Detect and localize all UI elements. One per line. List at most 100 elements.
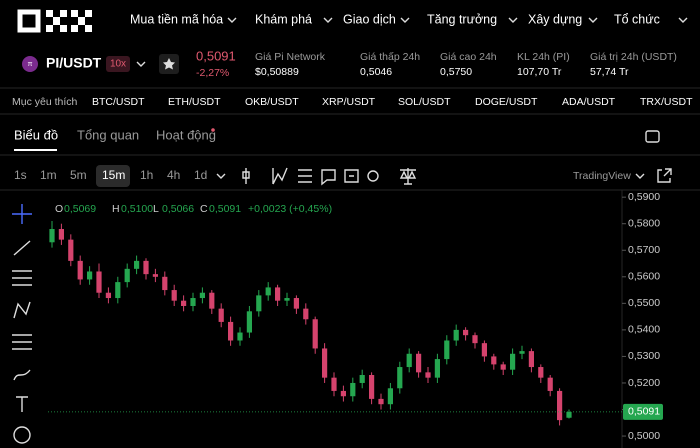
stat-value: $0,50889 (255, 66, 299, 78)
replay-button[interactable] (344, 169, 359, 183)
y-tick-label: 0,5500 (628, 297, 660, 309)
candle-body (275, 287, 281, 301)
candle-body (472, 335, 478, 344)
y-tick-label: 0,5400 (628, 324, 660, 336)
stat-value: 0,5046 (360, 66, 392, 78)
candle-body (322, 348, 328, 378)
candle-body (481, 343, 487, 357)
indicator-button[interactable] (272, 167, 288, 185)
fullscreen-button[interactable] (657, 168, 672, 183)
candle-body (77, 260, 83, 280)
stat-label: Giá trị 24h (USDT) (590, 51, 677, 63)
leverage-badge (106, 56, 130, 72)
candle-body (199, 292, 205, 299)
emoji-tool[interactable] (13, 426, 31, 444)
interval-dropdown[interactable] (216, 173, 226, 179)
candle-body (463, 329, 469, 336)
candle-body (218, 308, 224, 322)
candle-type-button[interactable] (242, 168, 250, 184)
template-button[interactable] (298, 169, 312, 183)
pair-dropdown[interactable] (136, 61, 146, 67)
favorite-pair[interactable]: ADA/USDT (562, 96, 616, 108)
candle-body (416, 353, 422, 373)
candle-body (152, 274, 158, 277)
candle-body (378, 398, 384, 405)
stat-value: 0,5750 (440, 66, 472, 78)
tab[interactable]: Tổng quan (77, 127, 139, 142)
nav-item[interactable]: Xây dựng (528, 12, 582, 26)
candle-body (246, 311, 252, 333)
crosshair-tool[interactable] (12, 204, 32, 224)
projection-tool[interactable] (12, 334, 32, 350)
nav-item[interactable]: Tổ chức (614, 12, 660, 26)
nav-item[interactable]: Mua tiền mã hóa (130, 12, 223, 26)
candle-body (387, 388, 393, 405)
candle-body (350, 382, 356, 397)
star-icon (163, 58, 175, 70)
candle-body (284, 298, 290, 301)
stat-label: Giá thấp 24h (360, 51, 420, 63)
candle-body (190, 298, 196, 306)
nav-item[interactable]: Tăng trưởng (427, 12, 497, 26)
logo[interactable] (17, 9, 92, 33)
stat-value: 57,74 Tr (590, 66, 629, 78)
layout-button[interactable] (645, 130, 660, 143)
candle-body (510, 353, 516, 370)
stat-value: 107,70 Tr (517, 66, 562, 78)
interval[interactable]: 4h (167, 168, 180, 182)
favorite-pair[interactable]: OKB/USDT (245, 96, 299, 108)
ohlc-legend: H (112, 203, 120, 215)
y-tick-label: 0,5300 (628, 350, 660, 362)
candle-body (105, 292, 111, 299)
alert-button[interactable] (321, 169, 336, 186)
fib-tool[interactable] (12, 270, 32, 286)
ohlc-legend: 0,5100 (121, 203, 153, 215)
settings-button[interactable] (367, 170, 379, 182)
y-tick-label: 0,5000 (628, 430, 660, 442)
candle-body (369, 375, 375, 399)
nav-chevron (323, 17, 333, 23)
nav-item[interactable]: Khám phá (255, 12, 312, 26)
provider-dropdown[interactable] (635, 173, 645, 179)
ohlc-legend: 0,5066 (162, 203, 194, 215)
y-tick-label: 0,5600 (628, 271, 660, 283)
interval[interactable]: 1m (40, 168, 57, 182)
price-change: -2,27% (196, 67, 229, 79)
active-interval-bg (96, 165, 130, 187)
coin-icon (22, 56, 38, 72)
last-price-label: 0,5091 (628, 406, 660, 418)
chart-provider[interactable]: TradingView (573, 170, 631, 182)
candle-body (265, 287, 271, 296)
interval[interactable]: 1h (140, 168, 153, 182)
interval[interactable]: 5m (70, 168, 87, 182)
ohlc-legend: C (200, 203, 208, 215)
pattern-tool[interactable] (13, 301, 31, 319)
candle-body (134, 260, 140, 269)
candle-body (331, 377, 337, 391)
favorite-pair[interactable]: TRX/USDT (640, 96, 693, 108)
ohlc-legend: O (55, 203, 63, 215)
candle-body (256, 295, 262, 312)
candle-body (557, 390, 563, 421)
trend-line-tool[interactable] (13, 240, 31, 256)
candle-body (434, 359, 440, 378)
interval[interactable]: 1s (14, 168, 27, 182)
last-price: 0,5091 (196, 48, 236, 63)
compare-button[interactable] (399, 168, 417, 185)
nav-item[interactable]: Giao dịch (343, 12, 396, 26)
text-tool[interactable] (16, 396, 28, 412)
favorite-pair[interactable]: BTC/USDT (92, 96, 145, 108)
favorite-pair[interactable]: ETH/USDT (168, 96, 221, 108)
interval[interactable]: 1d (194, 168, 207, 182)
tab[interactable]: Biểu đồ (14, 127, 58, 142)
candle-body (115, 282, 121, 299)
stat-label: Giá Pi Network (255, 51, 326, 63)
brush-tool[interactable] (13, 369, 31, 381)
favorite-pair[interactable]: SOL/USDT (398, 96, 451, 108)
favorite-pair[interactable]: XRP/USDT (322, 96, 376, 108)
tab[interactable]: Hoạt động (156, 127, 216, 142)
pair[interactable]: PI/USDT (46, 55, 102, 71)
interval[interactable]: 15m (102, 168, 125, 182)
candle-body (209, 292, 215, 309)
favorite-pair[interactable]: DOGE/USDT (475, 96, 538, 108)
